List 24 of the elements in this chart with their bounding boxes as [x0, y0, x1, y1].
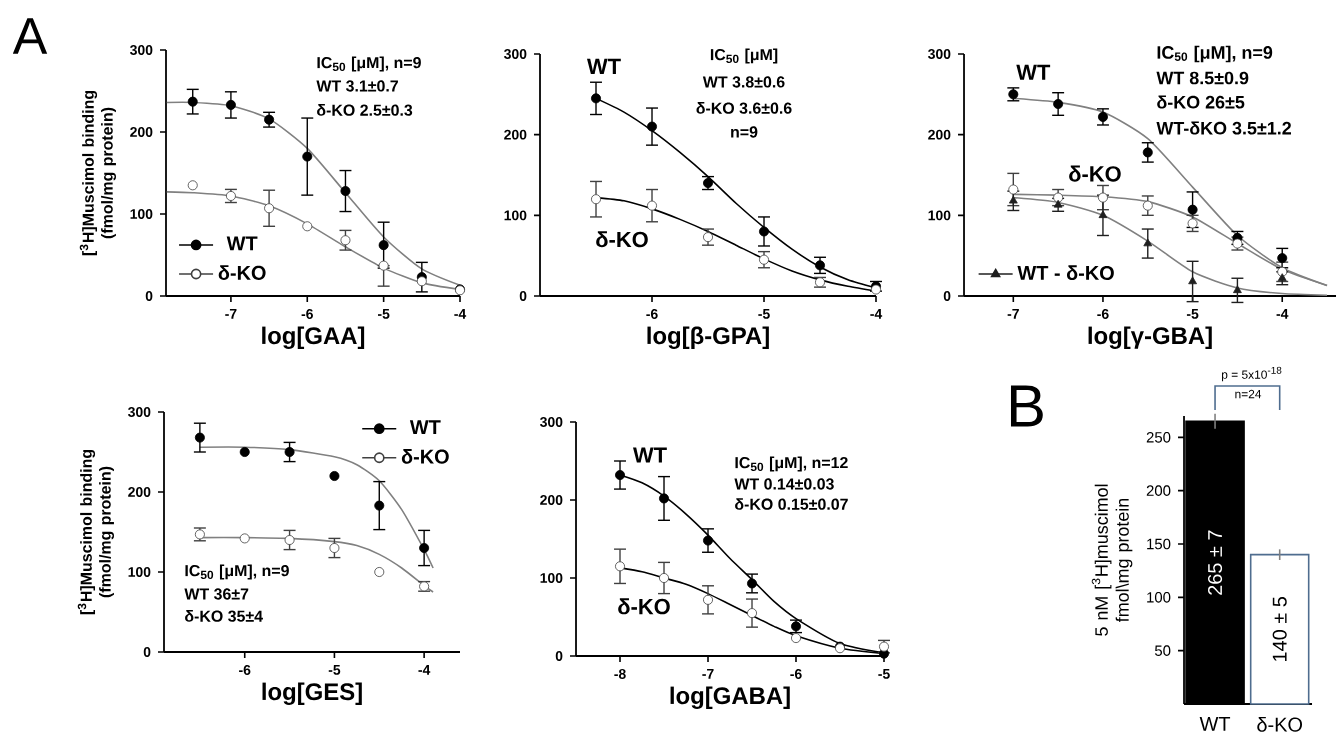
x-axis-title: log[GABA] [670, 686, 790, 709]
text: A [12, 18, 48, 54]
x-axis-title: log[GAA] [262, 326, 365, 349]
x-axis-title: log[β-GPA] [647, 326, 769, 349]
series-label: δ-KO [596, 231, 648, 248]
x-axis-title: log[GES] [262, 682, 362, 705]
legend-label: δ-KO [401, 449, 449, 464]
data-label: 265 ± 7 [1208, 530, 1223, 595]
legend-label: WT [409, 420, 441, 435]
data-label: 140 ± 5 [1272, 597, 1287, 661]
series-label: δ-KO [618, 598, 670, 615]
series-label: WT [1016, 64, 1051, 80]
text: B [1010, 385, 1043, 427]
series-label: WT [633, 447, 667, 463]
annotation: WT 8.5±0.9 [1156, 71, 1249, 85]
annotation: δ-KO 26±5 [1157, 95, 1245, 109]
series-label: WT [587, 58, 621, 74]
legend-label: WT - δ-KO [1017, 265, 1114, 280]
series-label: δ-KO [1069, 165, 1121, 182]
legend-label: δ-KO [218, 265, 266, 280]
x-axis-title: log[γ-GBA] [1088, 326, 1212, 349]
annotation: IC$_{50}$ [μM], n=9 [1157, 45, 1273, 63]
legend-label: WT [226, 236, 258, 251]
annotation: WT-δKO 3.5±1.2 [1156, 121, 1291, 135]
